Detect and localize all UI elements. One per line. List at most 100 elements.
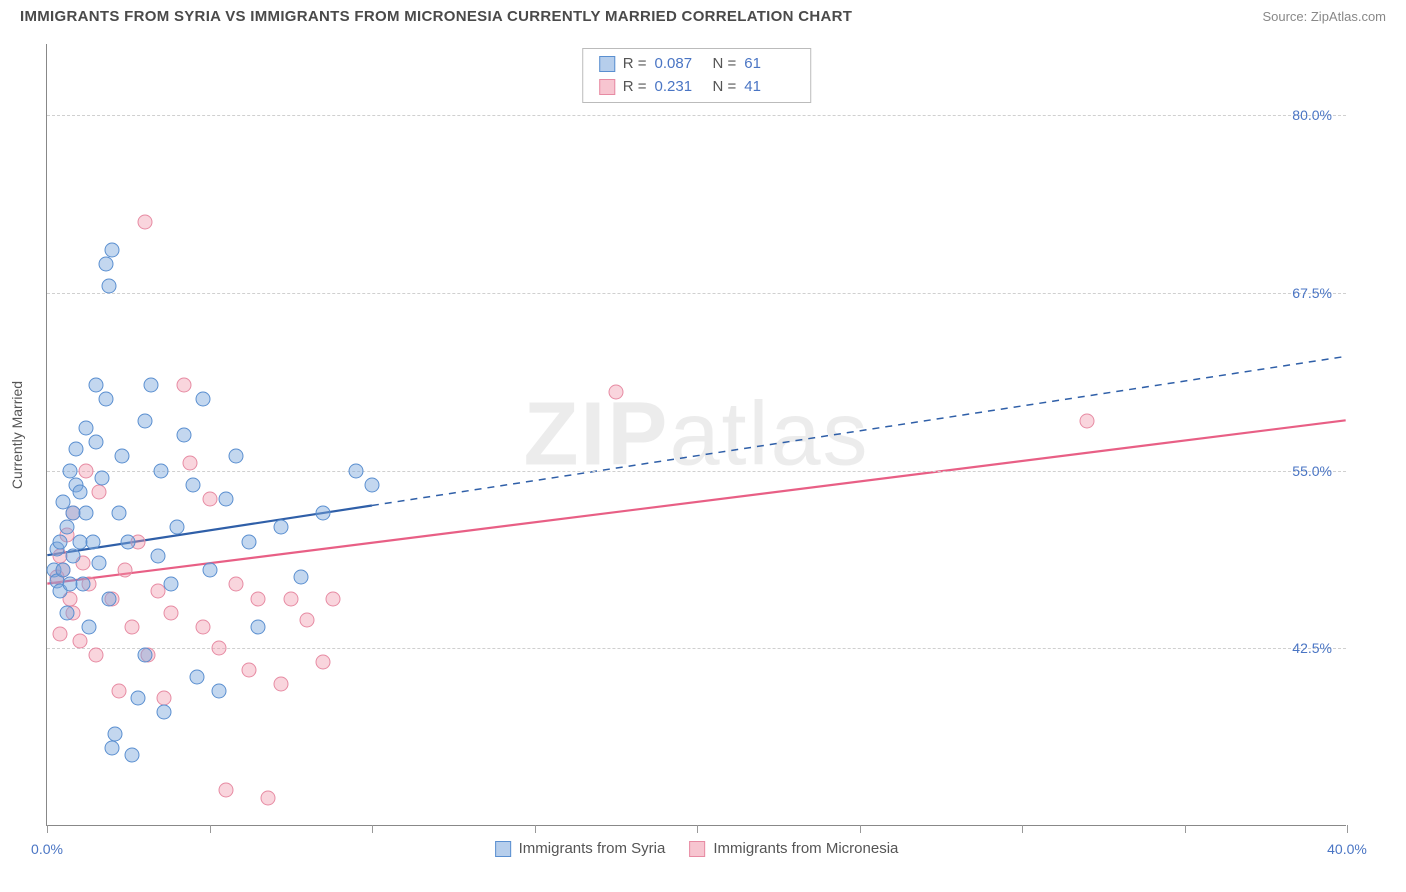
scatter-point-a bbox=[153, 463, 168, 478]
stats-r-label: R = bbox=[623, 53, 647, 76]
scatter-point-b bbox=[274, 676, 289, 691]
scatter-point-b bbox=[251, 591, 266, 606]
scatter-point-a bbox=[228, 449, 243, 464]
scatter-point-b bbox=[1080, 413, 1095, 428]
stats-n-value: 61 bbox=[744, 53, 794, 76]
scatter-point-b bbox=[608, 385, 623, 400]
scatter-point-b bbox=[124, 619, 139, 634]
y-tick-label: 55.0% bbox=[1292, 463, 1332, 479]
scatter-point-a bbox=[98, 257, 113, 272]
scatter-point-b bbox=[137, 214, 152, 229]
legend-swatch-micronesia bbox=[689, 841, 705, 857]
scatter-point-b bbox=[72, 634, 87, 649]
trend-lines bbox=[47, 44, 1346, 825]
y-axis-label: Currently Married bbox=[9, 380, 25, 488]
scatter-point-a bbox=[170, 520, 185, 535]
x-tick bbox=[697, 825, 698, 833]
x-tick bbox=[1185, 825, 1186, 833]
scatter-point-a bbox=[176, 428, 191, 443]
scatter-point-a bbox=[59, 605, 74, 620]
scatter-point-a bbox=[348, 463, 363, 478]
scatter-point-b bbox=[92, 484, 107, 499]
x-tick-label: 40.0% bbox=[1327, 841, 1367, 857]
stats-row: R = 0.087 N = 61 bbox=[599, 53, 795, 76]
scatter-point-b bbox=[212, 641, 227, 656]
scatter-point-a bbox=[56, 563, 71, 578]
scatter-point-b bbox=[241, 662, 256, 677]
scatter-point-a bbox=[62, 463, 77, 478]
stats-n-label: N = bbox=[713, 76, 737, 99]
stats-r-value: 0.087 bbox=[655, 53, 705, 76]
x-tick bbox=[372, 825, 373, 833]
scatter-point-b bbox=[118, 563, 133, 578]
legend-item-syria: Immigrants from Syria bbox=[495, 840, 666, 857]
scatter-point-b bbox=[228, 577, 243, 592]
scatter-point-a bbox=[108, 726, 123, 741]
scatter-point-a bbox=[251, 619, 266, 634]
scatter-point-a bbox=[144, 378, 159, 393]
scatter-point-a bbox=[150, 548, 165, 563]
scatter-point-a bbox=[114, 449, 129, 464]
scatter-point-a bbox=[88, 378, 103, 393]
scatter-point-a bbox=[69, 442, 84, 457]
scatter-point-b bbox=[183, 456, 198, 471]
stats-swatch bbox=[599, 79, 615, 95]
scatter-point-a bbox=[53, 534, 68, 549]
source-label: Source: ZipAtlas.com bbox=[1262, 9, 1386, 24]
gridline-h bbox=[47, 471, 1346, 472]
scatter-point-b bbox=[157, 691, 172, 706]
scatter-point-a bbox=[274, 520, 289, 535]
gridline-h bbox=[47, 293, 1346, 294]
stats-swatch bbox=[599, 56, 615, 72]
chart-plot-area: Currently Married ZIPatlas R =0.087N =61… bbox=[46, 44, 1346, 826]
legend-item-micronesia: Immigrants from Micronesia bbox=[689, 840, 898, 857]
scatter-point-a bbox=[82, 619, 97, 634]
scatter-point-b bbox=[111, 683, 126, 698]
scatter-point-a bbox=[189, 669, 204, 684]
scatter-point-b bbox=[316, 655, 331, 670]
stats-legend-box: R =0.087N =61R = 0.231N =41 bbox=[582, 48, 812, 103]
bottom-legend: Immigrants from Syria Immigrants from Mi… bbox=[495, 840, 899, 857]
scatter-point-a bbox=[75, 577, 90, 592]
y-tick-label: 80.0% bbox=[1292, 107, 1332, 123]
x-tick bbox=[210, 825, 211, 833]
gridline-h bbox=[47, 115, 1346, 116]
scatter-point-b bbox=[202, 491, 217, 506]
y-tick-label: 42.5% bbox=[1292, 640, 1332, 656]
scatter-point-a bbox=[105, 740, 120, 755]
scatter-point-a bbox=[365, 477, 380, 492]
scatter-point-a bbox=[241, 534, 256, 549]
watermark-rest: atlas bbox=[669, 384, 869, 484]
scatter-point-a bbox=[293, 570, 308, 585]
scatter-point-a bbox=[212, 683, 227, 698]
scatter-point-a bbox=[88, 435, 103, 450]
scatter-point-a bbox=[66, 548, 81, 563]
scatter-point-a bbox=[79, 506, 94, 521]
scatter-point-a bbox=[163, 577, 178, 592]
scatter-point-b bbox=[300, 612, 315, 627]
scatter-point-b bbox=[163, 605, 178, 620]
scatter-point-a bbox=[85, 534, 100, 549]
scatter-point-a bbox=[131, 691, 146, 706]
watermark-bold: ZIP bbox=[523, 384, 669, 484]
scatter-point-a bbox=[202, 563, 217, 578]
scatter-point-a bbox=[137, 648, 152, 663]
scatter-point-a bbox=[137, 413, 152, 428]
legend-label-micronesia: Immigrants from Micronesia bbox=[713, 840, 898, 857]
scatter-point-b bbox=[176, 378, 191, 393]
scatter-point-a bbox=[105, 243, 120, 258]
stats-n-label: N = bbox=[713, 53, 737, 76]
scatter-point-a bbox=[316, 506, 331, 521]
scatter-point-a bbox=[101, 591, 116, 606]
stats-n-value: 41 bbox=[744, 76, 794, 99]
y-tick-label: 67.5% bbox=[1292, 285, 1332, 301]
x-tick bbox=[535, 825, 536, 833]
legend-swatch-syria bbox=[495, 841, 511, 857]
legend-label-syria: Immigrants from Syria bbox=[519, 840, 666, 857]
x-tick bbox=[1022, 825, 1023, 833]
scatter-point-b bbox=[196, 619, 211, 634]
scatter-point-b bbox=[283, 591, 298, 606]
x-tick-label: 0.0% bbox=[31, 841, 63, 857]
scatter-point-b bbox=[261, 790, 276, 805]
scatter-point-a bbox=[124, 747, 139, 762]
